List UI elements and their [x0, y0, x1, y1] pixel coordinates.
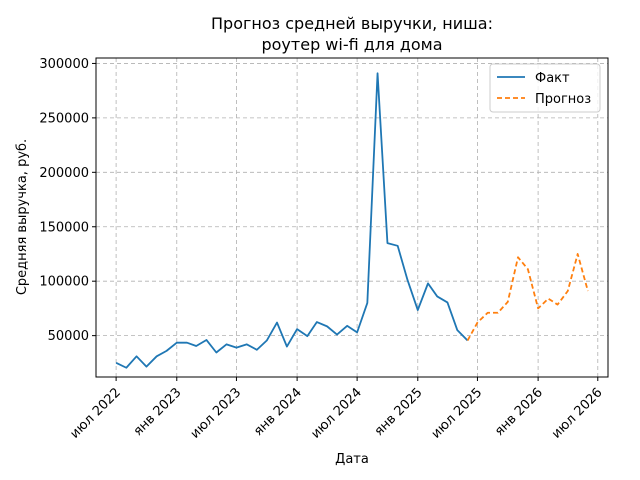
x-tick-label: янв 2026 — [492, 385, 546, 439]
legend-label-forecast: Прогноз — [535, 92, 591, 107]
x-axis-ticks: июл 2022 янв 2023 июл 2023 янв 2024 июл 2024… — [67, 377, 606, 442]
legend-box — [489, 63, 601, 113]
y-tick-label: 50000 — [48, 329, 89, 344]
series-line-forecast — [466, 253, 589, 341]
y-tick-label: 100000 — [39, 275, 89, 290]
series-lines — [115, 72, 589, 369]
y-axis-label: Средняя выручка, руб. — [15, 139, 30, 295]
x-tick-label: янв 2024 — [251, 385, 305, 439]
chart-title: Прогноз средней выручки, ниша: роутер wi… — [211, 14, 493, 54]
y-tick-label: 200000 — [39, 166, 89, 181]
series-line-fact — [115, 72, 469, 369]
chart-title-line-1: Прогноз средней выручки, ниша: — [211, 14, 493, 33]
legend: Факт Прогноз — [489, 63, 601, 113]
legend-label-fact: Факт — [535, 71, 570, 86]
y-tick-label: 250000 — [39, 111, 89, 126]
x-tick-label: июл 2022 — [67, 385, 124, 442]
x-tick-label: июл 2024 — [308, 385, 365, 442]
y-axis-ticks: 50000 100000 150000 200000 250000 300000 — [39, 57, 96, 344]
y-tick-label: 150000 — [39, 220, 89, 235]
x-tick-label: июл 2026 — [549, 385, 606, 442]
x-axis-label: Дата — [335, 452, 369, 467]
x-tick-label: июл 2023 — [188, 385, 245, 442]
x-tick-label: июл 2025 — [429, 385, 486, 442]
grid — [96, 58, 608, 377]
x-tick-label: янв 2023 — [131, 385, 185, 439]
plot-frame — [95, 57, 609, 378]
y-tick-label: 300000 — [39, 57, 89, 72]
x-tick-label: янв 2025 — [372, 385, 426, 439]
chart-title-line-2: роутер wi-fi для дома — [261, 35, 442, 54]
